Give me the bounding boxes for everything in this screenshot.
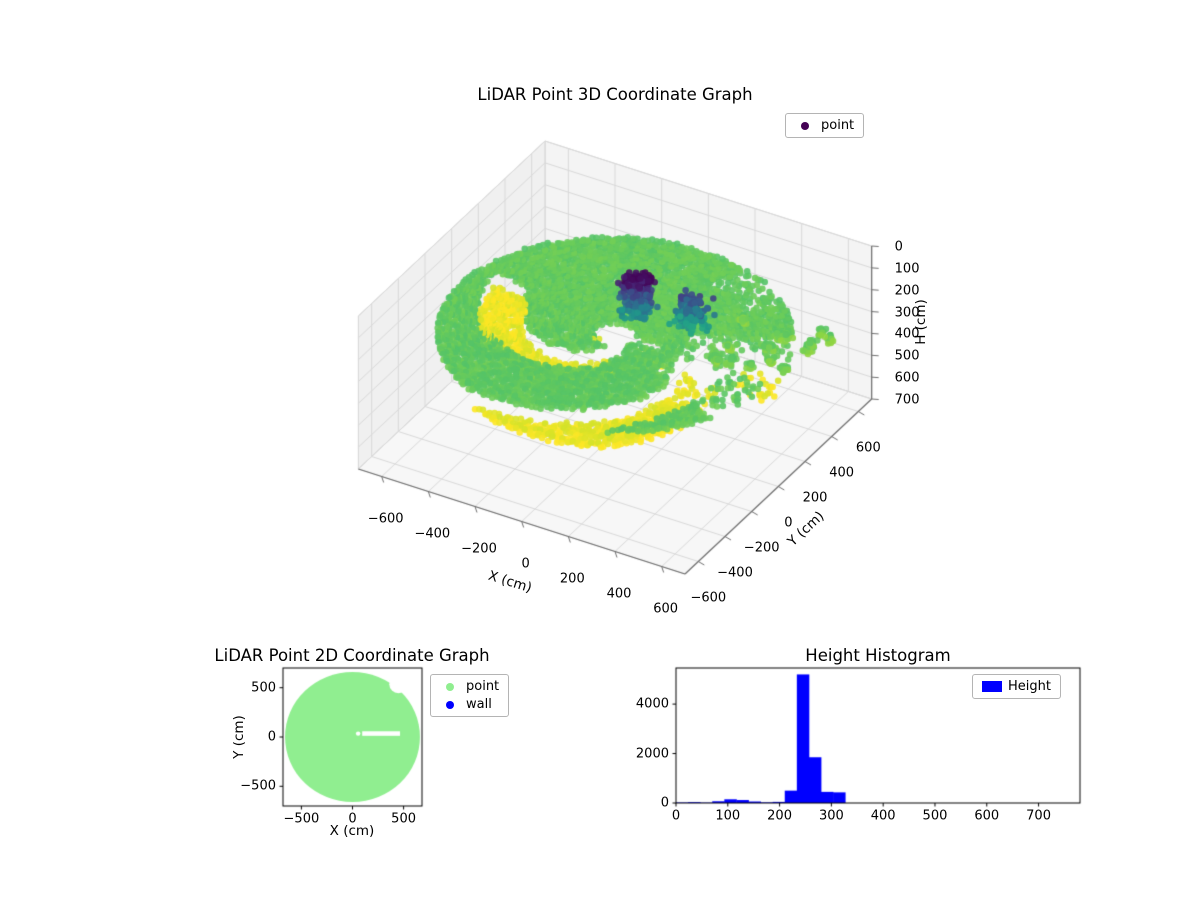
point-marker-icon: [446, 682, 454, 691]
plot2d-y-tick-label: 500: [251, 680, 276, 696]
plot2d-x-tick-label: 0: [348, 811, 357, 827]
histogram-x-tick-label: 600: [974, 808, 1000, 824]
plot2d-xlabel: X (cm): [329, 823, 375, 839]
histogram-x-tick-label: 300: [818, 808, 844, 824]
wall-marker-icon: [446, 700, 454, 709]
plot3d-h-tick-label: 0: [894, 239, 903, 255]
legend-label-point: point: [466, 679, 500, 694]
plot3d-x-tick-label: −200: [461, 541, 497, 556]
legend-marker-area: [982, 681, 1002, 692]
plot3d-h-tick-label: 400: [894, 326, 920, 342]
legend-marker-area: [440, 682, 460, 691]
histogram-x-tick-label: 200: [767, 808, 792, 824]
plot3d-title: LiDAR Point 3D Coordinate Graph: [477, 85, 753, 104]
plot3d-xlabel: X (cm): [486, 567, 534, 597]
plot2d-y-tick-label: 0: [267, 729, 276, 745]
plot3d-y-tick-label: −600: [690, 590, 727, 605]
legend-label-point: point: [821, 118, 855, 133]
plot3d-x-tick-label: 200: [559, 571, 585, 586]
plot3d-y-tick-label: 0: [784, 515, 793, 530]
plot3d-x-tick-label: 600: [653, 601, 679, 616]
histogram-legend: Height: [972, 674, 1061, 699]
plot3d-legend: point: [785, 113, 865, 138]
plot2d-legend: point wall: [430, 674, 510, 717]
plot3d-y-tick-label: −400: [717, 565, 753, 580]
plot3d-x-tick-label: −400: [414, 526, 451, 541]
plot2d-x-tick-label: −500: [283, 811, 320, 827]
legend-entry-point: point: [795, 118, 854, 133]
plot3d-h-tick-label: 200: [894, 283, 920, 299]
legend-entry-wall: wall: [440, 697, 499, 712]
legend-entry-point: point: [440, 679, 499, 694]
height-patch-icon: [982, 681, 1002, 692]
plot3d-y-tick-label: 600: [855, 440, 881, 455]
plot3d-y-tick-label: −200: [743, 540, 780, 555]
histogram-title: Height Histogram: [805, 646, 951, 665]
histogram-x-tick-label: 700: [1026, 808, 1051, 824]
plot3d-h-tick-label: 700: [894, 392, 920, 408]
legend-label-height: Height: [1008, 679, 1051, 694]
plot2d-x-tick-label: 500: [391, 811, 417, 827]
plot3d-y-tick-label: 400: [829, 465, 855, 480]
plot3d-x-tick-label: 0: [521, 556, 530, 571]
plot2d-ylabel: Y (cm): [231, 715, 247, 759]
histogram-x-tick-label: 500: [922, 808, 948, 824]
plot3d-x-tick-label: −600: [367, 511, 404, 526]
histogram-x-tick-label: 0: [671, 808, 681, 824]
plot3d-h-tick-label: 500: [894, 348, 920, 364]
plot3d-h-tick-label: 100: [894, 261, 920, 277]
plot3d-x-tick-label: 400: [606, 586, 632, 601]
plot3d-h-tick-label: 300: [894, 305, 920, 321]
histogram-y-tick-label: 2000: [635, 746, 669, 762]
plot2d-y-tick-label: −500: [240, 778, 276, 794]
plot2d-title: LiDAR Point 2D Coordinate Graph: [214, 646, 490, 665]
histogram-x-tick-label: 400: [870, 808, 896, 824]
legend-label-wall: wall: [466, 697, 492, 712]
legend-entry-height: Height: [982, 679, 1051, 694]
histogram-y-tick-label: 4000: [635, 696, 669, 712]
legend-marker-area: [440, 700, 460, 709]
plot3d-h-tick-label: 600: [894, 370, 920, 386]
histogram-y-tick-label: 0: [660, 795, 669, 811]
plot3d-y-tick-label: 200: [802, 490, 828, 505]
point-marker-icon: [801, 121, 809, 130]
histogram-x-tick-label: 100: [715, 808, 741, 824]
legend-marker-area: [795, 121, 815, 130]
